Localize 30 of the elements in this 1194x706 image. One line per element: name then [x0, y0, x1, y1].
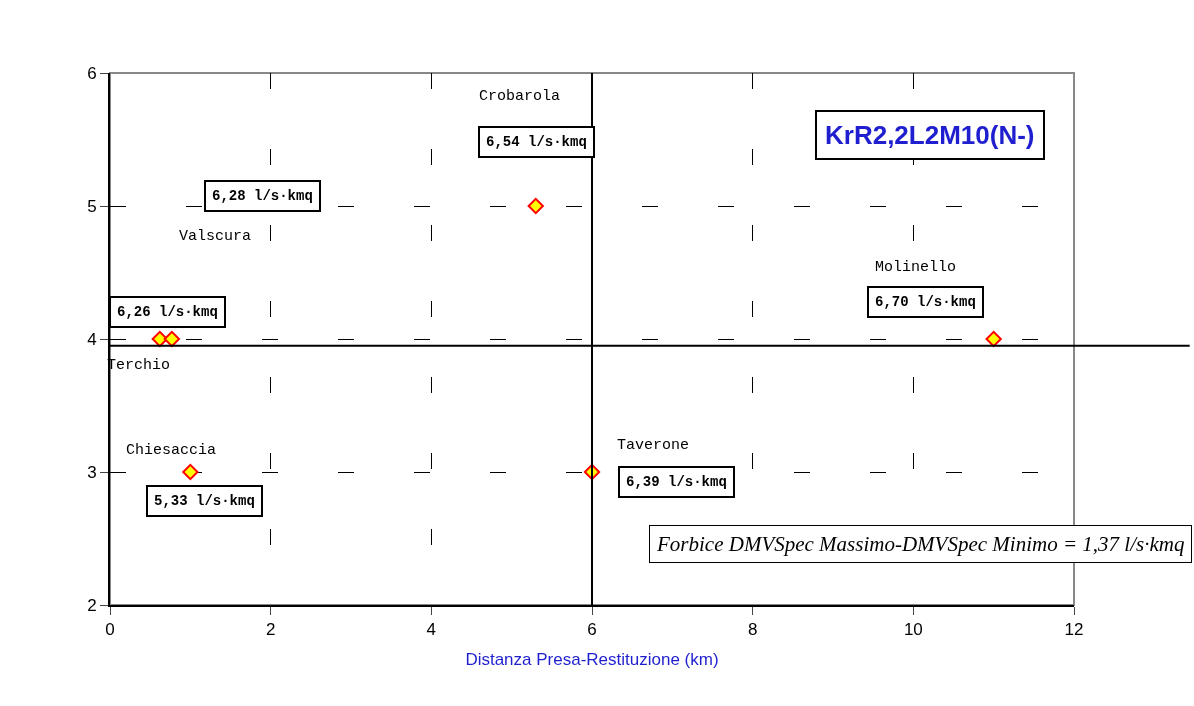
point [527, 197, 544, 215]
y-tick-label: 4 [87, 329, 97, 349]
x-tick-label: 0 [105, 620, 115, 640]
x-tick-label: 8 [747, 620, 758, 640]
annotation: Taverone [617, 437, 690, 454]
annotation: 6,70 l/s·kmq [875, 294, 976, 310]
x-tick-label: 4 [426, 620, 437, 640]
text: KrR2,2L2M10(N-) [825, 120, 1035, 150]
point [985, 330, 1002, 348]
annotation: 6,54 l/s·kmq [486, 134, 587, 150]
x-axis-title: Distanza Presa-Restituzione (km) [465, 650, 719, 670]
point [163, 330, 181, 348]
annotation: Molinello [875, 259, 957, 276]
annotation: 6,26 l/s·kmq [117, 304, 218, 320]
y-tick-label: 6 [87, 63, 97, 83]
annotation: Crobarola [479, 88, 561, 105]
y-tick-label: 5 [87, 196, 97, 216]
annotation: 5,33 l/s·kmq [154, 493, 255, 509]
x-tick-label: 6 [587, 620, 597, 640]
y-tick-label: 2 [87, 595, 97, 615]
annotation: Valscura [179, 228, 252, 245]
annotation: 6,28 l/s·kmq [212, 188, 313, 204]
annotation: Forbice DMVSpec Massimo-DMVSpec Minimo = 1,37 l/s·kmq [656, 532, 1185, 556]
annotation: 6,39 l/s·kmq [626, 474, 727, 490]
point [182, 463, 199, 481]
annotation: Chiesaccia [126, 442, 217, 459]
x-tick-label: 10 [903, 620, 923, 640]
x-tick-label: 12 [1064, 620, 1084, 640]
x-tick-label: 2 [265, 620, 276, 640]
y-tick-label: 3 [87, 462, 97, 482]
